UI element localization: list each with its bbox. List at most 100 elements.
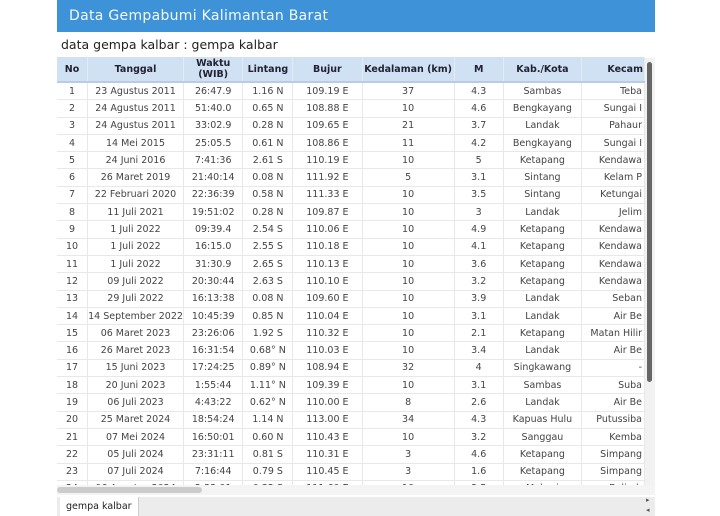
table-cell[interactable]: 0.58 N — [242, 186, 294, 205]
table-cell[interactable]: 18:54:24 — [183, 411, 244, 429]
table-cell[interactable]: 4 — [454, 359, 504, 378]
table-cell[interactable]: 4.3 — [454, 411, 504, 429]
column-header[interactable]: Kab./Kota — [503, 57, 583, 83]
table-cell[interactable]: 24 Agustus 2011 — [87, 99, 184, 118]
column-header[interactable]: Lintang — [242, 57, 294, 83]
table-cell[interactable]: 05 Juli 2024 — [87, 445, 184, 464]
table-cell[interactable]: 3 — [362, 445, 455, 464]
table-cell[interactable]: Kelam P — [581, 168, 645, 187]
table-cell[interactable]: 1 Juli 2022 — [87, 255, 184, 274]
table-cell[interactable]: Kendawa — [581, 220, 645, 239]
table-cell[interactable]: 17:24:25 — [183, 359, 244, 378]
table-cell[interactable]: 108.86 E — [292, 134, 363, 153]
table-cell[interactable]: 11 — [57, 255, 89, 274]
table-cell[interactable]: 0.28 N — [242, 203, 294, 222]
table-cell[interactable]: 3.9 — [454, 290, 504, 308]
table-cell[interactable]: 25 Maret 2024 — [87, 411, 184, 429]
table-cell[interactable]: 2.1 — [454, 324, 504, 343]
table-cell[interactable]: 06 Maret 2023 — [87, 324, 184, 343]
table-cell[interactable]: 10 — [362, 220, 455, 239]
table-cell[interactable]: 0.65 N — [242, 99, 294, 118]
table-cell[interactable]: 2.61 S — [242, 151, 294, 170]
table-cell[interactable]: 2.6 — [454, 393, 504, 412]
table-cell[interactable]: 2.65 S — [242, 255, 294, 274]
table-cell[interactable]: 8 — [362, 393, 455, 412]
table-cell[interactable]: 4.9 — [454, 220, 504, 239]
table-cell[interactable]: 26:47.9 — [183, 82, 244, 101]
table-cell[interactable]: 9 — [57, 220, 89, 239]
table-cell[interactable]: Ketapang — [503, 220, 583, 239]
table-cell[interactable]: 7:16:44 — [183, 463, 244, 481]
table-cell[interactable]: 16:31:54 — [183, 341, 244, 360]
table-cell[interactable]: 109.87 E — [292, 203, 363, 222]
table-cell[interactable]: 20 Juni 2023 — [87, 376, 184, 395]
table-cell[interactable]: 3.4 — [454, 341, 504, 360]
table-cell[interactable]: 0.61 N — [242, 134, 294, 153]
table-cell[interactable]: 110.43 E — [292, 428, 363, 447]
table-cell[interactable]: Sintang — [503, 168, 583, 187]
table-cell[interactable]: 109.19 E — [292, 82, 363, 101]
table-cell[interactable]: 22 — [57, 445, 89, 464]
table-cell[interactable]: 1.16 N — [242, 82, 294, 101]
table-cell[interactable]: 10 — [362, 238, 455, 256]
table-cell[interactable]: 3 — [454, 203, 504, 222]
table-cell[interactable]: 3.7 — [454, 117, 504, 135]
table-cell[interactable]: 4.3 — [454, 82, 504, 101]
table-cell[interactable]: 108.88 E — [292, 99, 363, 118]
table-cell[interactable]: 3 — [362, 463, 455, 481]
table-cell[interactable]: 16:13:38 — [183, 290, 244, 308]
table-cell[interactable]: Bengkayang — [503, 99, 583, 118]
table-cell[interactable]: 3.1 — [454, 307, 504, 326]
horizontal-scrollbar[interactable] — [57, 485, 655, 495]
table-cell[interactable]: 3.1 — [454, 376, 504, 395]
table-cell[interactable]: 1 Juli 2022 — [87, 220, 184, 239]
table-cell[interactable]: 37 — [362, 82, 455, 101]
table-cell[interactable]: Bengkayang — [503, 134, 583, 153]
table-cell[interactable]: 16 — [57, 341, 89, 360]
table-cell[interactable]: 109.65 E — [292, 117, 363, 135]
table-cell[interactable]: Ketapang — [503, 238, 583, 256]
table-cell[interactable]: 0.89° N — [242, 359, 294, 378]
table-cell[interactable]: 111.33 E — [292, 186, 363, 205]
table-cell[interactable]: Sambas — [503, 376, 583, 395]
table-cell[interactable]: 20:30:44 — [183, 272, 244, 291]
table-cell[interactable]: 110.18 E — [292, 238, 363, 256]
table-cell[interactable]: 21 — [57, 428, 89, 447]
table-cell[interactable]: 111.92 E — [292, 168, 363, 187]
table-cell[interactable]: Kapuas Hulu — [503, 411, 583, 429]
table-cell[interactable]: 3.5 — [454, 186, 504, 205]
table-cell[interactable]: 24 Agustus 2011 — [87, 117, 184, 135]
table-cell[interactable]: 10 — [362, 341, 455, 360]
table-cell[interactable]: 19 — [57, 393, 89, 412]
table-cell[interactable]: 109.39 E — [292, 376, 363, 395]
table-cell[interactable]: 3.6 — [454, 255, 504, 274]
table-cell[interactable]: 14 Mei 2015 — [87, 134, 184, 153]
table-cell[interactable]: 10:45:39 — [183, 307, 244, 326]
table-cell[interactable]: Air Be — [581, 307, 645, 326]
column-header[interactable]: Kedalaman (km) — [362, 57, 455, 83]
table-cell[interactable]: 5 — [362, 168, 455, 187]
table-cell[interactable]: 1.92 S — [242, 324, 294, 343]
sheet-tab-gempa-kalbar[interactable]: gempa kalbar — [60, 497, 139, 516]
table-cell[interactable]: 4.6 — [454, 99, 504, 118]
table-cell[interactable]: 108.94 E — [292, 359, 363, 378]
table-cell[interactable]: 10 — [362, 428, 455, 447]
table-cell[interactable]: 6 — [57, 168, 89, 187]
table-cell[interactable]: 10 — [362, 151, 455, 170]
table-cell[interactable]: 110.03 E — [292, 341, 363, 360]
table-cell[interactable]: Air Be — [581, 341, 645, 360]
table-cell[interactable]: Sungai I — [581, 99, 645, 118]
table-cell[interactable]: 10 — [362, 272, 455, 291]
table-cell[interactable]: 15 — [57, 324, 89, 343]
table-cell[interactable]: 24 Juni 2016 — [87, 151, 184, 170]
table-cell[interactable]: Sungai I — [581, 134, 645, 153]
table-cell[interactable]: 0.81 S — [242, 445, 294, 464]
table-cell[interactable]: Ketungai — [581, 186, 645, 205]
table-cell[interactable]: 18 — [57, 376, 89, 395]
column-header[interactable]: Tanggal — [87, 57, 184, 83]
table-cell[interactable]: 110.06 E — [292, 220, 363, 239]
table-cell[interactable]: Air Be — [581, 393, 645, 412]
table-cell[interactable]: Putussiba — [581, 411, 645, 429]
table-cell[interactable]: 2.63 S — [242, 272, 294, 291]
table-cell[interactable]: 12 — [57, 272, 89, 291]
